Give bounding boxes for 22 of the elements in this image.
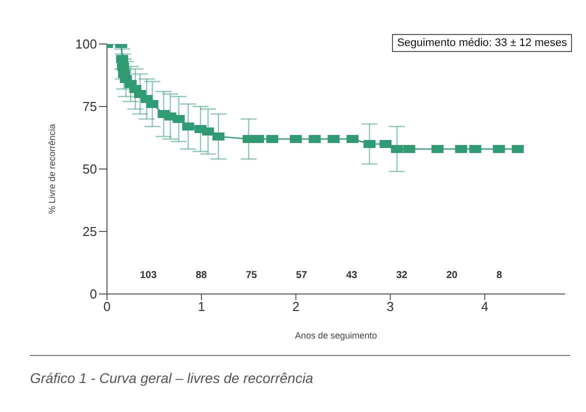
y-axis-title: % Livre de recorrência (47, 124, 58, 214)
y-tick-label: 25 (82, 224, 97, 240)
y-tick-label: 75 (82, 99, 97, 114)
x-tick-label: 2 (292, 299, 300, 314)
y-tick-label: 100 (75, 36, 97, 52)
annotation: 75 (246, 270, 257, 281)
annotation: 43 (346, 270, 358, 281)
y-tick-label: 0 (90, 286, 97, 302)
annotation: 32 (396, 270, 408, 281)
x-tick-label: 3 (386, 299, 394, 314)
annotation: 103 (140, 270, 157, 281)
annotation: 8 (496, 270, 502, 281)
annotation: Seguimento médio: 33 ± 12 meses (392, 34, 572, 52)
text: Gráfico 1 - Curva geral – livres de recorrência (30, 370, 314, 386)
x-tick-label: 4 (481, 299, 488, 314)
x-tick-label: 0 (103, 299, 111, 314)
y-tick-label: 50 (82, 162, 97, 177)
annotation: 88 (196, 270, 207, 281)
x-tick-label: 1 (198, 299, 206, 314)
x-axis-title: Anos de seguimento (294, 330, 378, 340)
annotation: 20 (446, 270, 458, 281)
annotation: 57 (296, 270, 308, 281)
